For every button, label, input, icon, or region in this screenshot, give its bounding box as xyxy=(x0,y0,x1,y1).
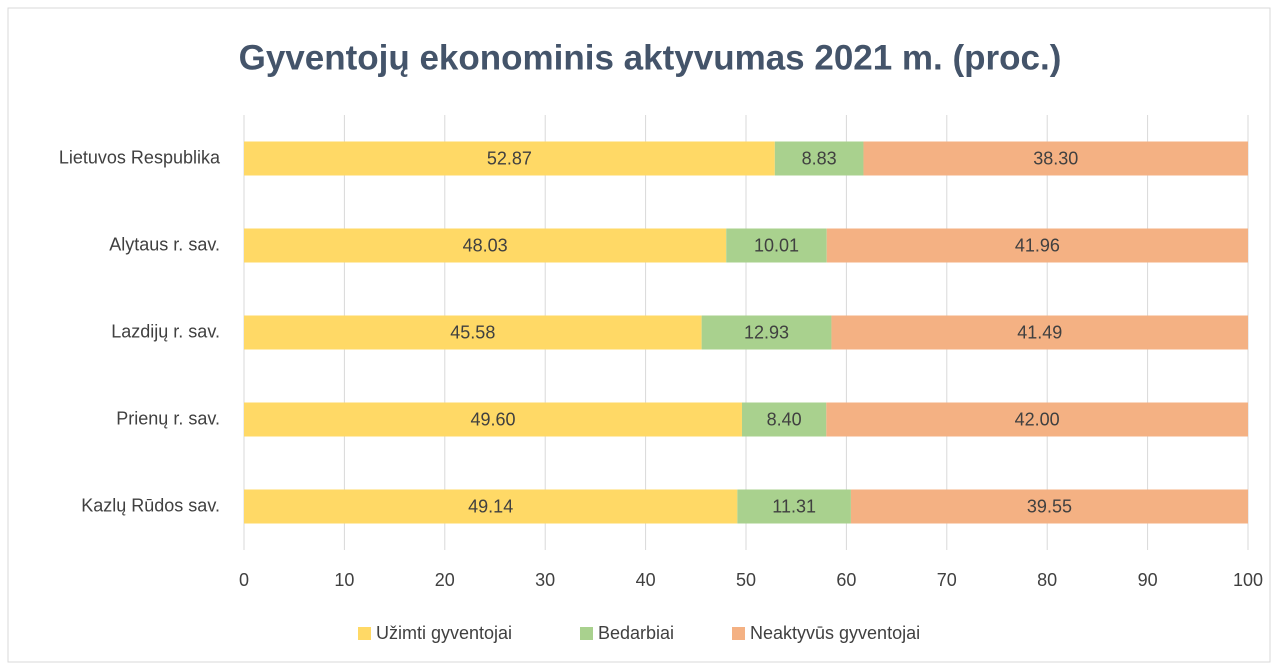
x-tick-label: 100 xyxy=(1233,570,1263,590)
y-tick-label: Prienų r. sav. xyxy=(116,408,220,428)
data-label: 41.96 xyxy=(1015,235,1060,255)
x-tick-label: 60 xyxy=(836,570,856,590)
data-label: 49.14 xyxy=(468,496,513,516)
bar-segment xyxy=(726,228,827,263)
bar-segment xyxy=(826,228,1248,263)
x-tick-label: 0 xyxy=(239,570,249,590)
y-tick-label: Lietuvos Respublika xyxy=(59,147,221,167)
data-label: 38.30 xyxy=(1033,148,1078,168)
data-label: 49.60 xyxy=(470,409,515,429)
bar-segment xyxy=(244,402,742,437)
legend-label: Užimti gyventojai xyxy=(376,623,512,643)
bar-segment xyxy=(701,315,832,350)
x-tick-label: 20 xyxy=(435,570,455,590)
bar-segment xyxy=(244,489,738,524)
legend-label: Neaktyvūs gyventojai xyxy=(750,623,920,643)
bar-segment xyxy=(774,141,864,176)
y-tick-label: Alytaus r. sav. xyxy=(109,234,220,254)
chart-title: Gyventojų ekonominis aktyvumas 2021 m. (… xyxy=(239,38,1062,77)
bar-segment xyxy=(737,489,851,524)
x-tick-label: 70 xyxy=(937,570,957,590)
y-tick-label: Lazdijų r. sav. xyxy=(111,321,220,341)
legend-swatch xyxy=(580,627,593,640)
bar-segment xyxy=(741,402,827,437)
x-tick-label: 30 xyxy=(535,570,555,590)
bar-segment xyxy=(831,315,1248,350)
legend-swatch xyxy=(358,627,371,640)
data-label: 8.40 xyxy=(767,409,802,429)
bar-segment xyxy=(244,228,727,263)
data-label: 48.03 xyxy=(463,235,508,255)
x-tick-label: 90 xyxy=(1138,570,1158,590)
x-tick-label: 80 xyxy=(1037,570,1057,590)
data-label: 10.01 xyxy=(754,235,799,255)
bar-segment xyxy=(244,141,775,176)
data-label: 8.83 xyxy=(802,148,837,168)
y-tick-label: Kazlų Rūdos sav. xyxy=(81,495,220,515)
legend-label: Bedarbiai xyxy=(598,623,674,643)
data-label: 11.31 xyxy=(772,496,816,516)
data-label: 52.87 xyxy=(487,148,532,168)
bar-segment xyxy=(850,489,1248,524)
bar-segment xyxy=(863,141,1248,176)
data-label: 45.58 xyxy=(450,322,495,342)
data-label: 39.55 xyxy=(1027,496,1072,516)
bar-segment xyxy=(826,402,1248,437)
x-tick-label: 40 xyxy=(636,570,656,590)
data-label: 12.93 xyxy=(744,322,789,342)
bar-segment xyxy=(244,315,702,350)
x-tick-label: 10 xyxy=(334,570,354,590)
data-label: 42.00 xyxy=(1015,409,1060,429)
x-tick-label: 50 xyxy=(736,570,756,590)
data-label: 41.49 xyxy=(1017,322,1062,342)
legend-swatch xyxy=(732,627,745,640)
